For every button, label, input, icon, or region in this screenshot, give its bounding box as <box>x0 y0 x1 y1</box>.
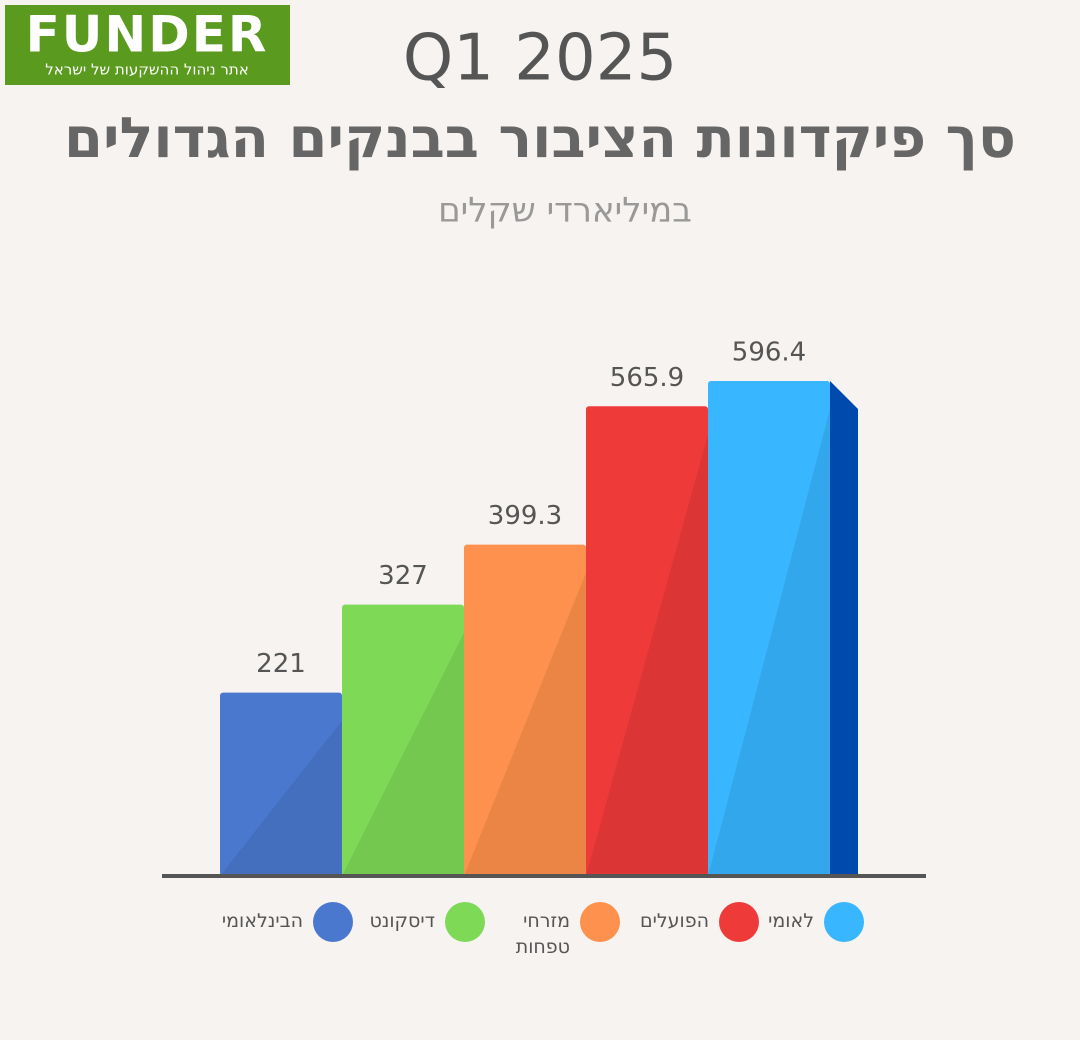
legend-swatch <box>580 902 620 942</box>
chart-title: סך פיקדונות הציבור בבנקים הגדולים <box>64 106 1016 171</box>
legend-label: דיסקונט <box>369 910 435 932</box>
legend-label: לאומי <box>768 910 814 932</box>
value-label: 327 <box>378 561 428 591</box>
chart-subtitle: במיליארדי שקלים <box>438 191 692 231</box>
legend-item: לאומי <box>768 902 864 942</box>
bar <box>342 604 464 876</box>
logo-name: FUNDER <box>26 6 269 64</box>
legend-label: הפועלים <box>639 910 709 932</box>
bar <box>220 692 342 876</box>
bar-shade <box>708 408 830 876</box>
legend-item: דיסקונט <box>369 902 485 942</box>
bar-shade <box>586 434 708 876</box>
bar-shade <box>464 572 586 876</box>
value-label: 399.3 <box>488 501 562 531</box>
bar-shade <box>220 720 342 876</box>
legend-item: הבינלאומי <box>222 902 353 942</box>
value-label: 221 <box>256 649 306 679</box>
bar-shade <box>342 632 464 876</box>
legend-item: מזרחי טפחות <box>485 902 620 960</box>
legend-label: מזרחי טפחות <box>515 910 570 958</box>
legend-label: הבינלאומי <box>221 910 303 932</box>
legend-swatch <box>719 902 759 942</box>
legend-swatch <box>313 902 353 942</box>
value-label: 565.9 <box>610 363 684 393</box>
bar-side <box>830 380 858 876</box>
legend-item: הפועלים <box>640 902 759 942</box>
bar <box>708 380 830 876</box>
logo-tagline: אתר ניהול ההשקעות של ישראל <box>45 61 249 79</box>
logo-box <box>5 5 290 85</box>
period: Q1 2025 <box>403 22 677 96</box>
value-label: 596.4 <box>732 337 806 367</box>
legend-swatch <box>445 902 485 942</box>
bar <box>586 406 708 876</box>
legend-swatch <box>824 902 864 942</box>
bar <box>464 544 586 876</box>
